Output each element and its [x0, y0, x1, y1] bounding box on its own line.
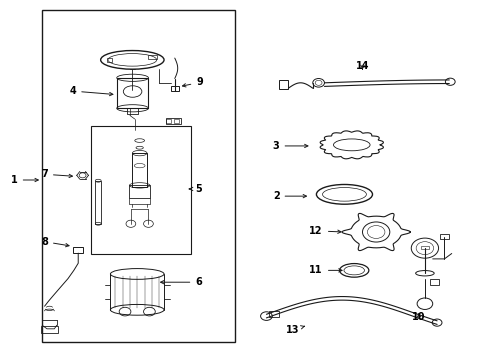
Bar — [132, 153, 147, 187]
Text: 11: 11 — [309, 265, 342, 275]
Bar — [73, 247, 83, 253]
Bar — [91, 126, 190, 253]
Bar — [166, 119, 171, 123]
Text: 1: 1 — [11, 175, 38, 185]
Bar — [41, 325, 58, 333]
Bar — [117, 78, 148, 108]
Text: 3: 3 — [272, 141, 307, 151]
Bar — [278, 80, 288, 89]
Text: 7: 7 — [41, 169, 72, 179]
Bar — [42, 10, 234, 342]
Bar — [268, 311, 278, 317]
Bar — [148, 55, 157, 59]
Bar — [420, 246, 428, 249]
Text: 5: 5 — [189, 184, 202, 194]
Text: 10: 10 — [411, 312, 425, 322]
Text: 12: 12 — [309, 226, 341, 236]
Text: 6: 6 — [160, 277, 202, 287]
Text: 14: 14 — [355, 61, 368, 71]
Text: 2: 2 — [272, 191, 306, 201]
Text: 9: 9 — [182, 77, 203, 87]
Bar — [129, 185, 150, 198]
Bar — [429, 279, 438, 285]
Bar — [170, 86, 178, 91]
Text: 8: 8 — [41, 237, 69, 247]
Bar — [439, 234, 448, 239]
Bar — [173, 119, 178, 123]
Bar — [95, 181, 101, 224]
Bar — [107, 58, 112, 62]
Bar — [166, 118, 181, 125]
Text: 13: 13 — [285, 325, 304, 335]
Text: 4: 4 — [69, 86, 113, 96]
